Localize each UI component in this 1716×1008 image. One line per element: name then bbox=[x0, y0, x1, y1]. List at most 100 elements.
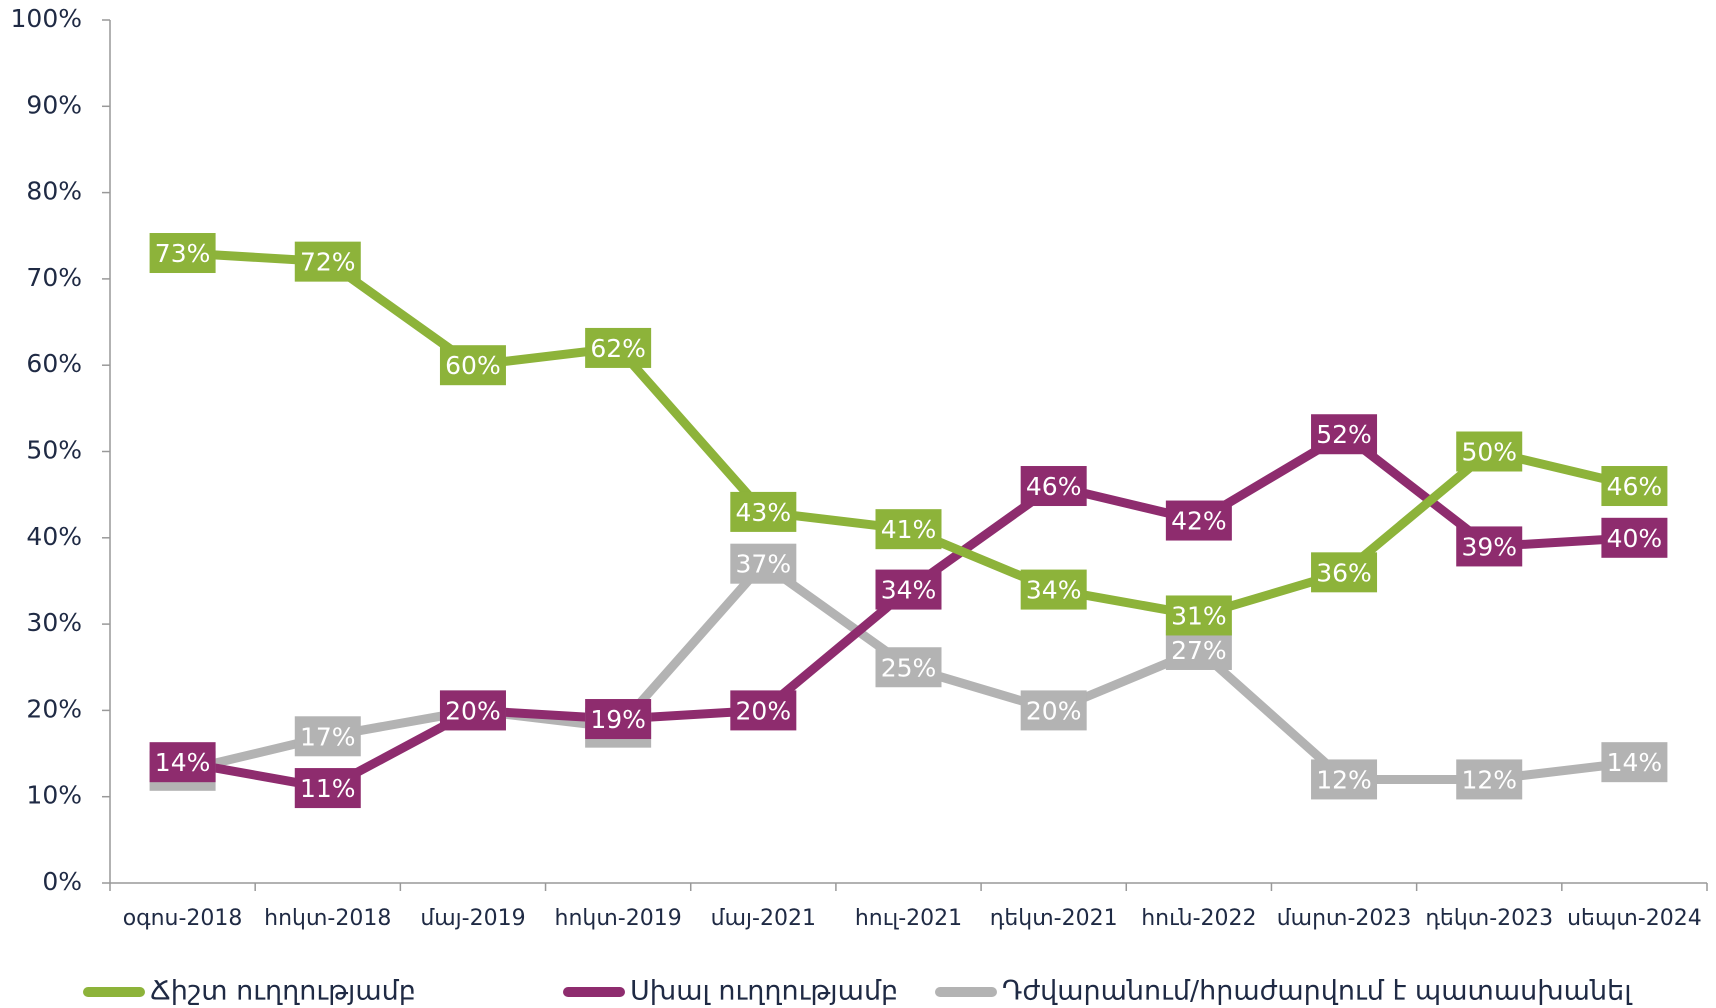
series-line bbox=[181, 429, 1635, 793]
legend-label: Ճիշտ ուղղությամբ bbox=[150, 976, 416, 1007]
data-label-box: 20% bbox=[439, 690, 506, 731]
data-label: 52% bbox=[1316, 420, 1372, 449]
data-label-box: 39% bbox=[1456, 526, 1523, 567]
data-label-bg bbox=[1020, 690, 1087, 731]
data-label-bg bbox=[149, 742, 216, 783]
data-label: 12% bbox=[1316, 765, 1372, 794]
data-label: 20% bbox=[1026, 696, 1082, 725]
data-label-bg bbox=[439, 690, 506, 731]
data-label-bg bbox=[585, 699, 652, 740]
data-label: 40% bbox=[1607, 524, 1663, 553]
data-label: 60% bbox=[445, 351, 501, 380]
data-label-box: 11% bbox=[294, 768, 361, 809]
data-label: 31% bbox=[1171, 601, 1227, 630]
data-label-box: 37% bbox=[730, 543, 797, 584]
data-label-bg bbox=[875, 569, 942, 610]
data-label-bg bbox=[1311, 759, 1378, 800]
data-label: 62% bbox=[590, 334, 646, 363]
x-tick-label: օգոս-2018 bbox=[123, 906, 243, 931]
data-label-bg bbox=[585, 327, 652, 368]
data-label: 42% bbox=[1171, 507, 1227, 536]
data-label-box: 52% bbox=[1311, 414, 1378, 455]
data-label-bg bbox=[730, 543, 797, 584]
data-label-box: 14% bbox=[1601, 742, 1668, 783]
data-label-box: 14% bbox=[149, 742, 216, 783]
data-label-bg bbox=[875, 509, 942, 550]
data-label-box: 72% bbox=[294, 241, 361, 282]
data-label: 43% bbox=[736, 498, 792, 527]
data-label-box: 27% bbox=[1165, 629, 1232, 670]
x-tick-label: հոկտ-2019 bbox=[555, 906, 682, 931]
y-tick-label: 40% bbox=[26, 522, 82, 551]
data-label-bg bbox=[1311, 414, 1378, 455]
data-label: 19% bbox=[590, 705, 646, 734]
x-tick-label: հոկտ-2018 bbox=[264, 906, 391, 931]
data-label: 14% bbox=[155, 748, 211, 777]
data-label-box: 60% bbox=[439, 345, 506, 386]
y-tick-label: 50% bbox=[26, 436, 82, 465]
x-tick-label: մայ-2019 bbox=[420, 906, 525, 931]
data-label-box: 40% bbox=[1601, 517, 1668, 558]
data-label: 34% bbox=[1026, 576, 1082, 605]
data-label-box: 46% bbox=[1601, 466, 1668, 507]
data-label-box: 43% bbox=[730, 491, 797, 532]
data-label-box: 25% bbox=[875, 647, 942, 688]
y-tick-label: 20% bbox=[26, 694, 82, 723]
data-label-box: 62% bbox=[585, 327, 652, 368]
data-label: 20% bbox=[445, 696, 501, 725]
data-label-bg bbox=[1020, 569, 1087, 610]
data-label-bg bbox=[294, 768, 361, 809]
data-label-box: 17% bbox=[294, 716, 361, 757]
data-label-bg bbox=[294, 716, 361, 757]
x-tick-label: հուն-2022 bbox=[1141, 906, 1256, 931]
data-label-box: 19% bbox=[585, 699, 652, 740]
data-label-box: 73% bbox=[149, 233, 216, 274]
data-label-box: 34% bbox=[1020, 569, 1087, 610]
data-label: 25% bbox=[881, 653, 937, 682]
data-label-box: 20% bbox=[730, 690, 797, 731]
data-label-bg bbox=[1020, 466, 1087, 507]
data-label-bg bbox=[1165, 500, 1232, 541]
x-tick-label: դեկտ-2021 bbox=[990, 906, 1118, 931]
data-label-bg bbox=[149, 233, 216, 274]
data-label-bg bbox=[1165, 629, 1232, 670]
y-tick-label: 100% bbox=[11, 4, 82, 33]
y-tick-label: 10% bbox=[26, 781, 82, 810]
series-line bbox=[182, 248, 1636, 620]
data-label-box: 41% bbox=[875, 509, 942, 550]
data-label-bg bbox=[1456, 759, 1523, 800]
y-tick-label: 70% bbox=[26, 263, 82, 292]
legend-label: Սխալ ուղղությամբ bbox=[630, 976, 898, 1007]
data-label: 34% bbox=[881, 576, 937, 605]
x-tick-label: հուլ-2021 bbox=[855, 906, 962, 931]
data-label: 50% bbox=[1461, 438, 1517, 467]
data-label: 20% bbox=[736, 696, 792, 725]
data-label-bg bbox=[730, 491, 797, 532]
y-tick-label: 90% bbox=[26, 90, 82, 119]
data-label-bg bbox=[439, 345, 506, 386]
y-tick-label: 30% bbox=[26, 608, 82, 637]
data-label-bg bbox=[1601, 742, 1668, 783]
data-label-box: 34% bbox=[875, 569, 942, 610]
data-label-bg bbox=[1165, 595, 1232, 636]
data-label-box: 31% bbox=[1165, 595, 1232, 636]
data-label-bg bbox=[1456, 526, 1523, 567]
x-tick-label: դեկտ-2023 bbox=[1425, 906, 1553, 931]
data-label: 14% bbox=[1607, 748, 1663, 777]
legend-label: Դժվարանում/հրաժարվում է պատասխանել bbox=[1002, 976, 1633, 1007]
data-label: 46% bbox=[1607, 472, 1663, 501]
y-tick-label: 80% bbox=[26, 177, 82, 206]
data-label: 36% bbox=[1316, 558, 1372, 587]
data-label: 73% bbox=[155, 239, 211, 268]
data-label-bg bbox=[875, 647, 942, 688]
data-label-bg bbox=[730, 690, 797, 731]
data-label-bg bbox=[1311, 552, 1378, 593]
data-label-bg bbox=[1456, 431, 1523, 472]
data-label: 11% bbox=[300, 774, 356, 803]
y-tick-label: 60% bbox=[26, 349, 82, 378]
data-label-box: 20% bbox=[1020, 690, 1087, 731]
data-label: 27% bbox=[1171, 636, 1227, 665]
data-label: 41% bbox=[881, 515, 937, 544]
x-tick-label: մայ-2021 bbox=[711, 906, 816, 931]
data-label-box: 12% bbox=[1456, 759, 1523, 800]
